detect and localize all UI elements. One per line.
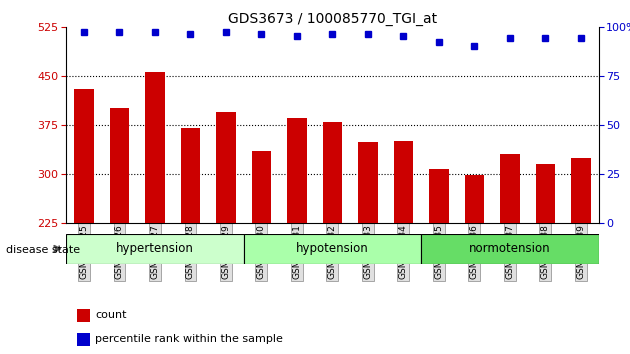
Bar: [394, 141, 413, 223]
Bar: [244, 234, 421, 264]
Text: disease state: disease state: [6, 245, 81, 255]
Bar: [571, 158, 590, 223]
Bar: [66, 234, 244, 264]
Title: GDS3673 / 100085770_TGI_at: GDS3673 / 100085770_TGI_at: [228, 12, 437, 25]
Bar: [74, 89, 94, 223]
Bar: [536, 164, 555, 223]
Bar: [77, 333, 90, 346]
Bar: [464, 175, 484, 223]
Bar: [287, 118, 307, 223]
Bar: [77, 309, 90, 322]
Text: hypotension: hypotension: [296, 242, 369, 255]
Bar: [500, 154, 520, 223]
Text: hypertension: hypertension: [116, 242, 194, 255]
Text: count: count: [95, 310, 127, 320]
Bar: [251, 151, 271, 223]
Bar: [323, 121, 342, 223]
Bar: [358, 142, 377, 223]
Bar: [421, 234, 598, 264]
Bar: [216, 112, 236, 223]
Bar: [429, 169, 449, 223]
Bar: [110, 108, 129, 223]
Text: percentile rank within the sample: percentile rank within the sample: [95, 335, 284, 344]
Text: normotension: normotension: [469, 242, 551, 255]
Bar: [181, 128, 200, 223]
Bar: [145, 72, 164, 223]
